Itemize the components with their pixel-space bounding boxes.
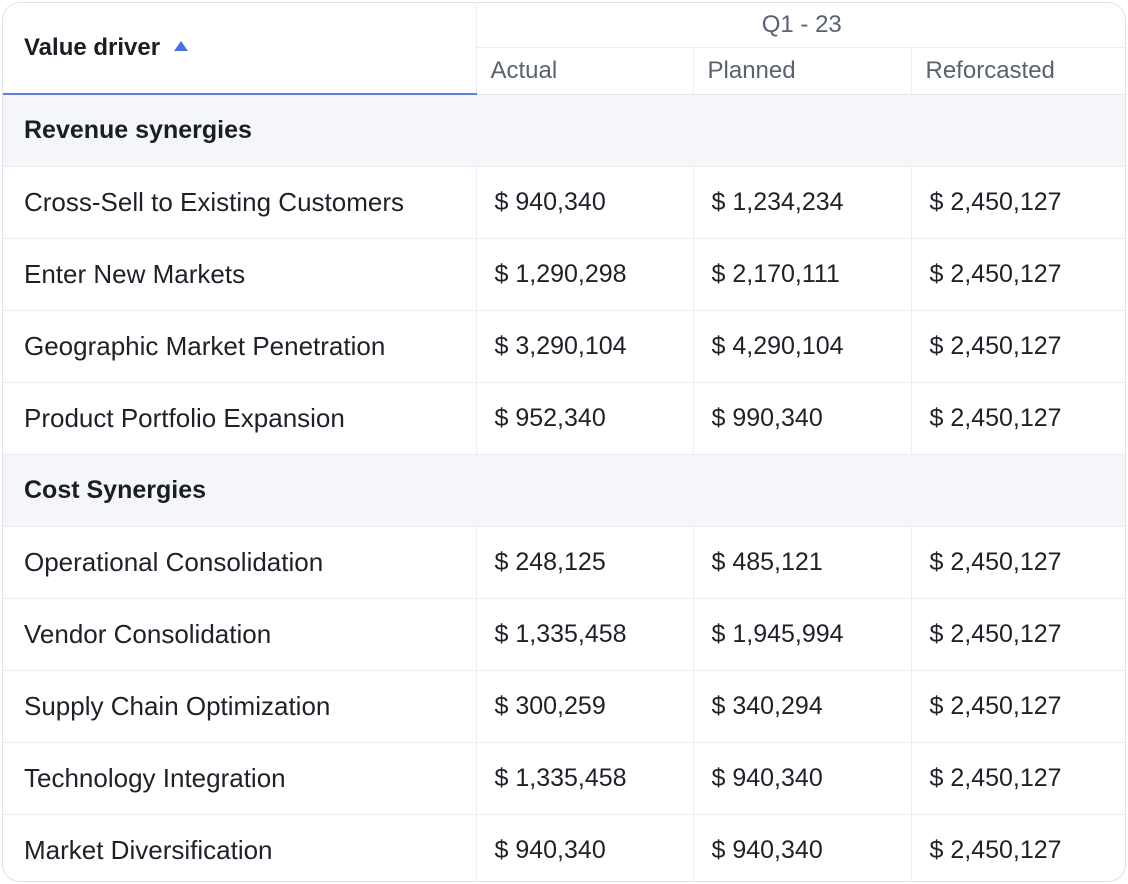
driver-cell: Geographic Market Penetration bbox=[3, 309, 477, 383]
actual-cell: $ 940,340 bbox=[475, 165, 694, 239]
table-row[interactable]: Vendor Consolidation $ 1,335,458 $ 1,945… bbox=[3, 597, 1125, 671]
planned-cell: $ 940,340 bbox=[692, 813, 912, 881]
header-row-columns: Actual Planned Reforcasted bbox=[3, 46, 1125, 95]
actual-cell: $ 940,340 bbox=[475, 813, 694, 881]
header-row-period: Value driver Q1 - 23 bbox=[3, 3, 1125, 95]
section-row-revenue-synergies: Revenue synergies bbox=[3, 93, 1125, 167]
sort-ascending-icon[interactable] bbox=[174, 41, 189, 51]
table-row[interactable]: Supply Chain Optimization $ 300,259 $ 34… bbox=[3, 669, 1125, 743]
table-row[interactable]: Product Portfolio Expansion $ 952,340 $ … bbox=[3, 381, 1125, 455]
actual-column-header[interactable]: Actual bbox=[476, 46, 694, 95]
reforecasted-cell: $ 2,450,127 bbox=[910, 381, 1125, 455]
table-row[interactable]: Operational Consolidation $ 248,125 $ 48… bbox=[3, 525, 1125, 599]
reforecasted-column-header[interactable]: Reforcasted bbox=[910, 46, 1125, 95]
planned-cell: $ 2,170,111 bbox=[692, 237, 912, 311]
planned-cell: $ 340,294 bbox=[692, 669, 912, 743]
table-row[interactable]: Technology Integration $ 1,335,458 $ 940… bbox=[3, 741, 1125, 815]
driver-cell: Market Diversification bbox=[3, 813, 477, 881]
planned-cell: $ 940,340 bbox=[692, 741, 912, 815]
section-title: Revenue synergies bbox=[3, 93, 476, 167]
actual-cell: $ 3,290,104 bbox=[475, 309, 694, 383]
period-header: Q1 - 23 bbox=[475, 3, 1125, 48]
table-row[interactable]: Cross-Sell to Existing Customers $ 940,3… bbox=[3, 165, 1125, 239]
planned-column-header[interactable]: Planned bbox=[692, 46, 912, 95]
driver-cell: Vendor Consolidation bbox=[3, 597, 477, 671]
reforecasted-cell: $ 2,450,127 bbox=[910, 165, 1125, 239]
reforecasted-cell: $ 2,450,127 bbox=[910, 813, 1125, 881]
actual-cell: $ 1,290,298 bbox=[475, 237, 694, 311]
actual-cell: $ 1,335,458 bbox=[475, 597, 694, 671]
reforecasted-cell: $ 2,450,127 bbox=[910, 237, 1125, 311]
reforecasted-cell: $ 2,450,127 bbox=[910, 741, 1125, 815]
reforecasted-cell: $ 2,450,127 bbox=[910, 597, 1125, 671]
table-body: Revenue synergies Cross-Sell to Existing… bbox=[3, 93, 1125, 881]
driver-cell: Enter New Markets bbox=[3, 237, 477, 311]
value-driver-header-label: Value driver bbox=[24, 34, 161, 61]
actual-cell: $ 1,335,458 bbox=[475, 741, 694, 815]
section-title: Cost Synergies bbox=[3, 453, 476, 527]
actual-cell: $ 952,340 bbox=[475, 381, 694, 455]
planned-cell: $ 1,945,994 bbox=[692, 597, 912, 671]
actual-cell: $ 248,125 bbox=[475, 525, 694, 599]
value-driver-column-header[interactable]: Value driver bbox=[3, 3, 477, 95]
reforecasted-cell: $ 2,450,127 bbox=[910, 309, 1125, 383]
driver-cell: Technology Integration bbox=[3, 741, 477, 815]
value-driver-table: Value driver Q1 - 23 Actual Planned Refo… bbox=[3, 3, 1125, 881]
driver-cell: Product Portfolio Expansion bbox=[3, 381, 477, 455]
driver-cell: Operational Consolidation bbox=[3, 525, 477, 599]
planned-cell: $ 1,234,234 bbox=[692, 165, 912, 239]
table-row[interactable]: Market Diversification $ 940,340 $ 940,3… bbox=[3, 813, 1125, 881]
planned-cell: $ 990,340 bbox=[692, 381, 912, 455]
planned-cell: $ 4,290,104 bbox=[692, 309, 912, 383]
table-row[interactable]: Geographic Market Penetration $ 3,290,10… bbox=[3, 309, 1125, 383]
actual-cell: $ 300,259 bbox=[475, 669, 694, 743]
driver-cell: Cross-Sell to Existing Customers bbox=[3, 165, 477, 239]
table-row[interactable]: Enter New Markets $ 1,290,298 $ 2,170,11… bbox=[3, 237, 1125, 311]
driver-cell: Supply Chain Optimization bbox=[3, 669, 477, 743]
table-header: Value driver Q1 - 23 Actual Planned Refo… bbox=[3, 3, 1125, 95]
reforecasted-cell: $ 2,450,127 bbox=[910, 669, 1125, 743]
reforecasted-cell: $ 2,450,127 bbox=[910, 525, 1125, 599]
section-row-cost-synergies: Cost Synergies bbox=[3, 453, 1125, 527]
planned-cell: $ 485,121 bbox=[692, 525, 912, 599]
